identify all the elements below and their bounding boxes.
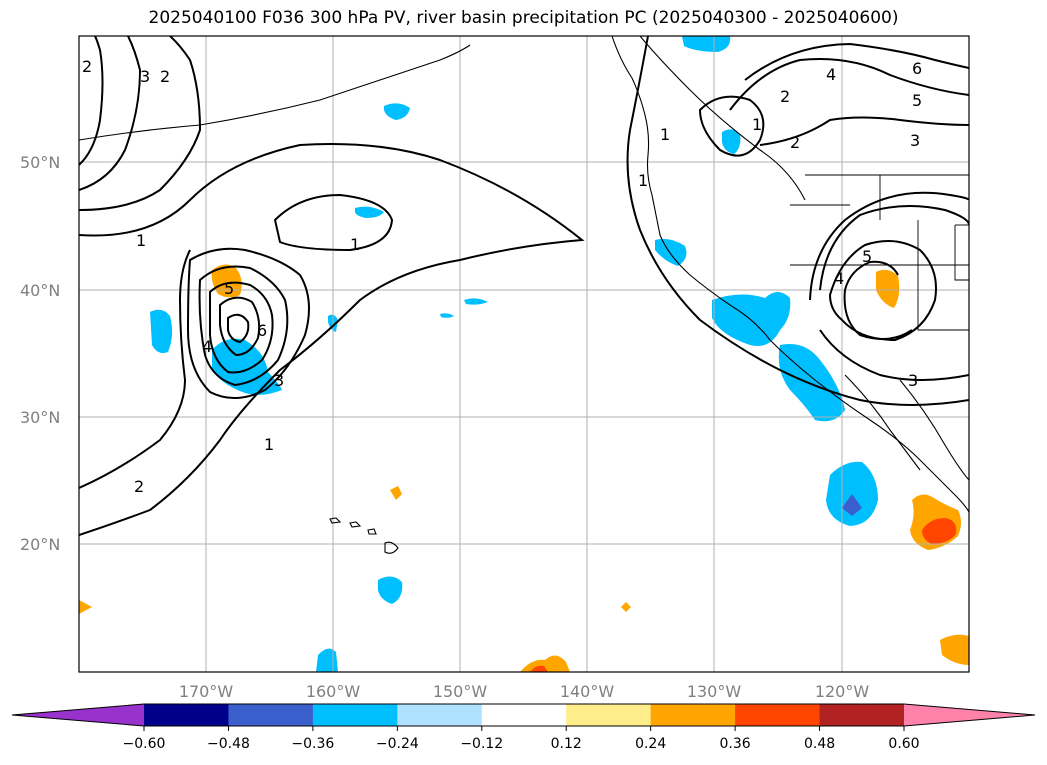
precip-blob — [655, 238, 687, 266]
precip-blob — [384, 103, 410, 120]
lon-label: 150°W — [433, 682, 488, 701]
colorbar-segment — [228, 704, 314, 726]
colorbar-segment — [566, 704, 652, 726]
map-area — [79, 36, 969, 672]
colorbar-tick-label: 0.48 — [804, 736, 835, 752]
contour-label: 1 — [752, 115, 762, 134]
map-frame — [78, 35, 970, 673]
contour-label: 1 — [264, 435, 274, 454]
contour-labels: 1 1 1 1 1 2 2 3 2 4 5 6 3 2 4 6 5 3 2 1 … — [82, 57, 922, 496]
colorbar-tick-label: −0.60 — [123, 736, 166, 752]
precip-shading — [79, 36, 969, 672]
contour-label: 6 — [257, 321, 267, 340]
contour-label: 4 — [202, 337, 212, 356]
island — [384, 541, 399, 554]
island — [349, 521, 362, 528]
colorbar-segment — [819, 704, 905, 726]
lon-label: 120°W — [815, 682, 870, 701]
colorbar-tick-label: 0.24 — [635, 736, 666, 752]
colorbar-segment — [650, 704, 736, 726]
contour-label: 2 — [790, 133, 800, 152]
precip-blob — [922, 518, 957, 544]
lon-label: 130°W — [687, 682, 742, 701]
colorbar-tick-label: 0.60 — [888, 736, 919, 752]
lat-label: 40°N — [20, 281, 60, 300]
contour-label: 4 — [826, 65, 836, 84]
lon-label: 140°W — [560, 682, 615, 701]
coastlines — [79, 36, 969, 554]
coastline-gulf-california — [899, 379, 969, 481]
contour-label: 2 — [160, 67, 170, 86]
lat-axis: 50°N 40°N 30°N 20°N — [20, 153, 60, 554]
colorbar-segment — [144, 704, 229, 726]
contour-label: 3 — [908, 371, 918, 390]
precip-blob — [212, 338, 282, 395]
contour-label: 1 — [136, 231, 146, 250]
precip-blob — [842, 494, 862, 516]
contour-label: 3 — [910, 131, 920, 150]
precip-blob — [826, 461, 878, 526]
precip-blob — [211, 264, 242, 298]
pv-contours — [79, 36, 969, 536]
lon-axis: 170°W 160°W 150°W 140°W 130°W 120°W — [179, 682, 870, 701]
contour-label: 3 — [140, 67, 150, 86]
precip-blob — [390, 486, 402, 500]
contour-label: 2 — [82, 57, 92, 76]
precip-blob — [79, 600, 92, 614]
coastline-baja — [844, 374, 921, 471]
lat-label: 50°N — [20, 153, 60, 172]
precip-blob — [621, 602, 631, 612]
colorbar-segment — [312, 704, 398, 726]
contour-label: 5 — [862, 247, 872, 266]
aleutians — [79, 44, 471, 141]
precip-blob — [520, 655, 570, 672]
contour-label: 1 — [638, 171, 648, 190]
lat-label: 20°N — [20, 535, 60, 554]
precip-blob — [530, 665, 548, 672]
colorbar-segment — [397, 704, 483, 726]
island — [367, 528, 377, 535]
contour-label: 2 — [780, 87, 790, 106]
precip-blob — [722, 129, 741, 154]
precip-blob — [778, 344, 845, 422]
colorbar-tick-label: −0.48 — [207, 736, 250, 752]
colorbar-tick-label: −0.12 — [460, 736, 503, 752]
contour-label: 1 — [350, 235, 360, 254]
contour-label: 5 — [912, 91, 922, 110]
precip-blob — [940, 634, 969, 665]
precip-blob — [464, 298, 488, 305]
map-title: 2025040100 F036 300 hPa PV, river basin … — [148, 8, 899, 28]
contour-label: 4 — [834, 269, 844, 288]
precip-blob — [378, 576, 403, 604]
colorbar: −0.60 −0.48 −0.36 −0.24 −0.12 0.12 0.24 0.36 0.4… — [11, 703, 1036, 752]
coastline-alaska-bc — [639, 36, 806, 201]
colorbar-extend-min — [12, 704, 144, 726]
colorbar-segment — [735, 704, 821, 726]
coastline-north-america — [611, 36, 969, 513]
contour-label: 5 — [224, 279, 234, 298]
colorbar-tick-label: −0.36 — [291, 736, 334, 752]
colorbar-tick-label: 0.36 — [720, 736, 751, 752]
colorbar-tick-label: −0.24 — [376, 736, 419, 752]
contour-label: 2 — [134, 477, 144, 496]
lat-label: 30°N — [20, 408, 60, 427]
lon-label: 160°W — [306, 682, 361, 701]
precip-blob — [682, 36, 731, 52]
precip-blob — [316, 648, 338, 672]
precip-blob — [440, 313, 454, 318]
island — [329, 517, 342, 524]
colorbar-tick-label: 0.12 — [551, 736, 582, 752]
precip-blob — [150, 309, 173, 354]
colorbar-extend-max — [904, 704, 1035, 726]
borders — [790, 174, 969, 331]
precip-blob — [876, 269, 900, 308]
colorbar-segment — [481, 704, 567, 726]
contour-label: 1 — [660, 125, 670, 144]
contour-label: 3 — [274, 371, 284, 390]
contour-label: 6 — [912, 59, 922, 78]
lon-label: 170°W — [179, 682, 234, 701]
precip-blob — [355, 206, 384, 218]
